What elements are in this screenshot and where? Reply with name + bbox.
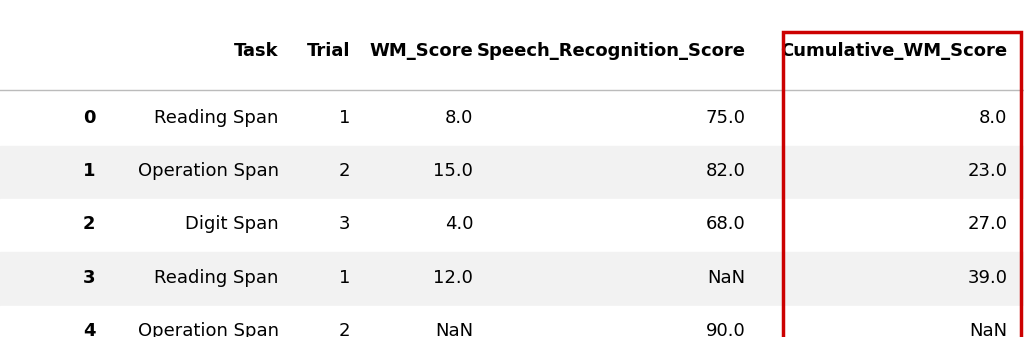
Text: NaN: NaN bbox=[708, 269, 745, 287]
Text: NaN: NaN bbox=[970, 322, 1008, 337]
Bar bbox=[0, 146, 1024, 199]
Bar bbox=[0, 93, 1024, 146]
Text: Cumulative_WM_Score: Cumulative_WM_Score bbox=[780, 42, 1008, 60]
Bar bbox=[0, 306, 1024, 337]
Text: 39.0: 39.0 bbox=[968, 269, 1008, 287]
Text: Reading Span: Reading Span bbox=[155, 109, 279, 127]
Text: Operation Span: Operation Span bbox=[137, 162, 279, 180]
Text: 1: 1 bbox=[339, 109, 350, 127]
Bar bbox=[783, 32, 1021, 337]
Text: Reading Span: Reading Span bbox=[155, 269, 279, 287]
Text: 8.0: 8.0 bbox=[979, 109, 1008, 127]
Text: 27.0: 27.0 bbox=[968, 215, 1008, 234]
Text: WM_Score: WM_Score bbox=[370, 42, 473, 60]
Text: 2: 2 bbox=[339, 162, 350, 180]
Text: 3: 3 bbox=[339, 215, 350, 234]
Text: Digit Span: Digit Span bbox=[185, 215, 279, 234]
Text: 3: 3 bbox=[83, 269, 95, 287]
Text: 15.0: 15.0 bbox=[433, 162, 473, 180]
Bar bbox=[0, 252, 1024, 306]
Text: 4.0: 4.0 bbox=[444, 215, 473, 234]
Text: 1: 1 bbox=[339, 269, 350, 287]
Text: 2: 2 bbox=[83, 215, 95, 234]
Text: Speech_Recognition_Score: Speech_Recognition_Score bbox=[476, 42, 745, 60]
Text: NaN: NaN bbox=[435, 322, 473, 337]
Text: 12.0: 12.0 bbox=[433, 269, 473, 287]
Text: 8.0: 8.0 bbox=[444, 109, 473, 127]
Bar bbox=[0, 199, 1024, 252]
Text: Operation Span: Operation Span bbox=[137, 322, 279, 337]
Text: Task: Task bbox=[233, 42, 279, 60]
Text: 75.0: 75.0 bbox=[706, 109, 745, 127]
Text: 1: 1 bbox=[83, 162, 95, 180]
Text: 2: 2 bbox=[339, 322, 350, 337]
Text: 90.0: 90.0 bbox=[706, 322, 745, 337]
Text: 0: 0 bbox=[83, 109, 95, 127]
Text: 68.0: 68.0 bbox=[706, 215, 745, 234]
Text: Trial: Trial bbox=[307, 42, 350, 60]
Text: 82.0: 82.0 bbox=[706, 162, 745, 180]
Text: 23.0: 23.0 bbox=[968, 162, 1008, 180]
Text: 4: 4 bbox=[83, 322, 95, 337]
